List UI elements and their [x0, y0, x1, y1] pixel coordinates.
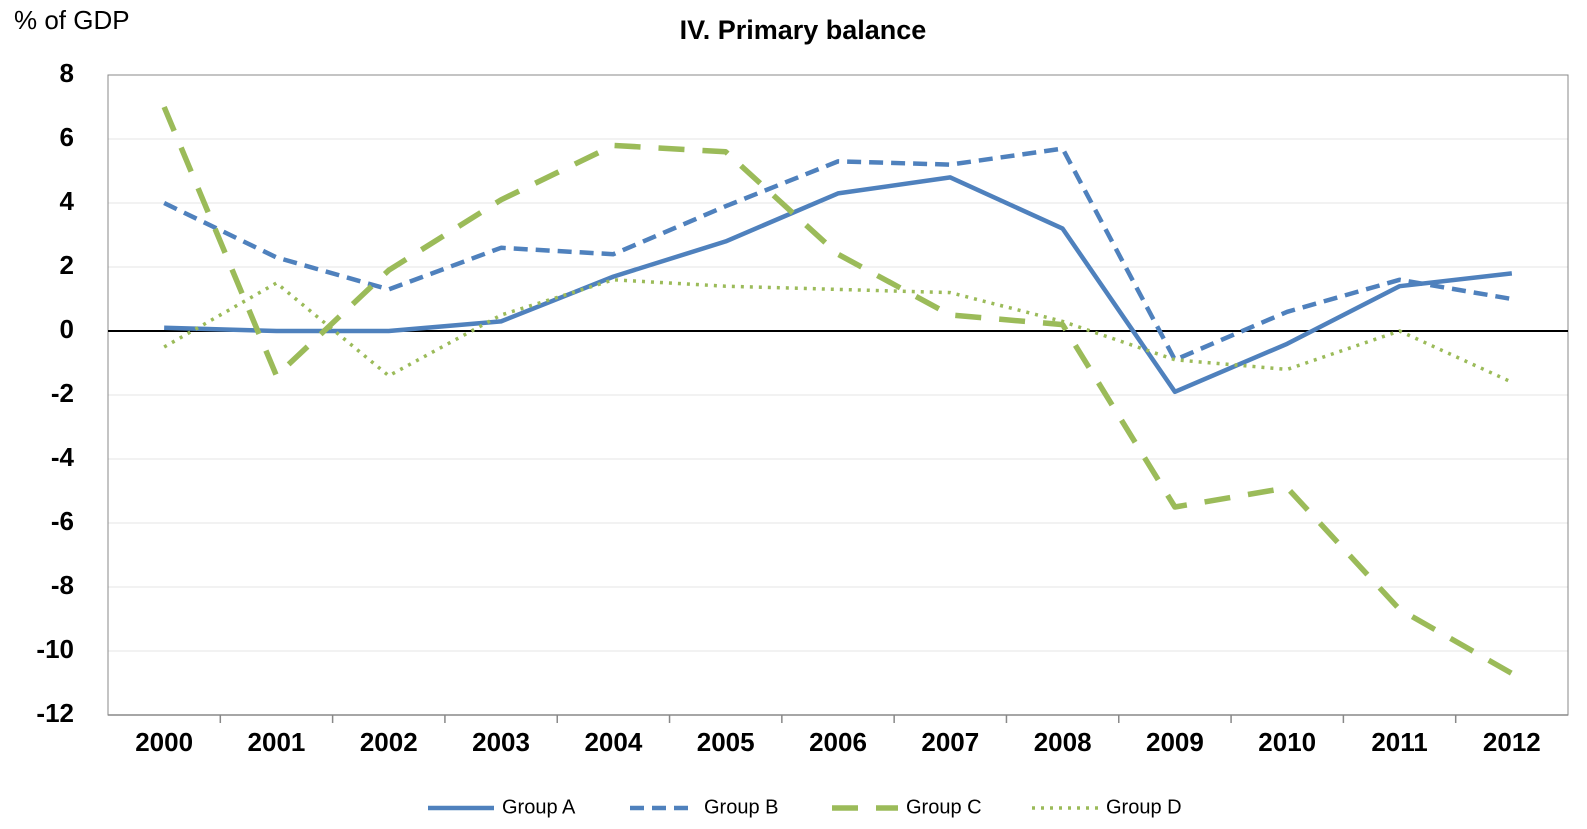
series-line [164, 175, 1513, 395]
x-tick-label: 2006 [809, 727, 867, 757]
y-tick-label: -6 [51, 506, 74, 536]
series-line [163, 146, 1513, 363]
x-tick-label: 2008 [1034, 727, 1092, 757]
x-tick-label: 2003 [472, 727, 530, 757]
y-tick-label: -2 [51, 378, 74, 408]
legend-label: Group C [906, 796, 982, 818]
x-tick-label: 2002 [360, 727, 418, 757]
legend-label: Group A [502, 796, 576, 818]
y-tick-label: -8 [51, 570, 74, 600]
legend-label: Group D [1106, 796, 1182, 818]
x-tick-label: 2001 [248, 727, 306, 757]
x-tick-label: 2009 [1146, 727, 1204, 757]
x-tick-label: 2010 [1258, 727, 1316, 757]
y-tick-label: 2 [60, 250, 74, 280]
y-tick-label: 8 [60, 58, 74, 88]
x-tick-label: 2011 [1371, 727, 1427, 757]
x-tick-label: 2004 [584, 727, 642, 757]
x-tick-label: 2000 [135, 727, 193, 757]
x-tick-label: 2007 [921, 727, 979, 757]
x-tick-label: 2012 [1483, 727, 1541, 757]
x-tick-label: 2005 [697, 727, 755, 757]
legend-label: Group B [704, 796, 778, 818]
y-tick-label: -4 [51, 442, 75, 472]
y-tick-label: 4 [60, 186, 75, 216]
chart-title: IV. Primary balance [680, 15, 927, 45]
y-axis-label: % of GDP [14, 5, 130, 35]
y-tick-label: -10 [36, 634, 74, 664]
series-line [161, 105, 1514, 676]
y-tick-label: 6 [60, 122, 74, 152]
y-tick-label: 0 [60, 314, 74, 344]
y-tick-label: -12 [36, 698, 74, 728]
